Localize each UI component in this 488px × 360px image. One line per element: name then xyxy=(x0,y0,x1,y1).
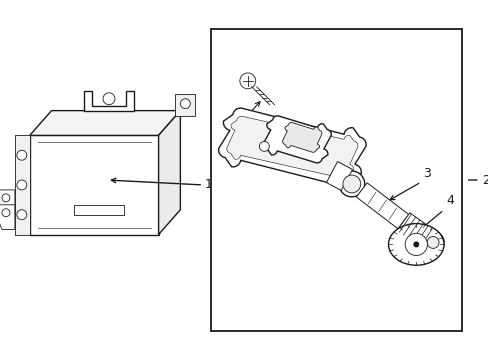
Text: 5: 5 xyxy=(238,122,246,135)
Circle shape xyxy=(2,194,10,202)
Polygon shape xyxy=(211,30,461,330)
Polygon shape xyxy=(74,205,123,215)
Polygon shape xyxy=(175,94,195,116)
Polygon shape xyxy=(263,116,330,163)
Circle shape xyxy=(421,231,443,253)
Polygon shape xyxy=(15,135,30,234)
Circle shape xyxy=(342,175,360,193)
Circle shape xyxy=(17,150,27,160)
Polygon shape xyxy=(158,111,180,234)
Text: 2: 2 xyxy=(481,174,488,186)
Polygon shape xyxy=(0,205,15,230)
Text: 1: 1 xyxy=(205,179,213,192)
Circle shape xyxy=(180,99,190,109)
Text: 4: 4 xyxy=(445,194,453,207)
Circle shape xyxy=(259,141,269,151)
Circle shape xyxy=(2,209,10,217)
Polygon shape xyxy=(0,190,15,215)
Polygon shape xyxy=(218,108,366,186)
Polygon shape xyxy=(396,213,434,248)
Circle shape xyxy=(427,237,438,248)
Circle shape xyxy=(239,73,255,89)
Polygon shape xyxy=(226,116,357,178)
Polygon shape xyxy=(30,111,180,135)
Circle shape xyxy=(17,210,27,220)
Polygon shape xyxy=(30,135,158,234)
Polygon shape xyxy=(326,162,352,190)
Polygon shape xyxy=(282,122,322,152)
Circle shape xyxy=(412,242,418,247)
Circle shape xyxy=(17,180,27,190)
Polygon shape xyxy=(356,183,408,229)
Circle shape xyxy=(405,233,427,256)
Circle shape xyxy=(103,93,115,105)
Circle shape xyxy=(338,171,364,197)
Ellipse shape xyxy=(388,224,443,265)
Text: 3: 3 xyxy=(422,167,430,180)
Polygon shape xyxy=(84,91,134,111)
